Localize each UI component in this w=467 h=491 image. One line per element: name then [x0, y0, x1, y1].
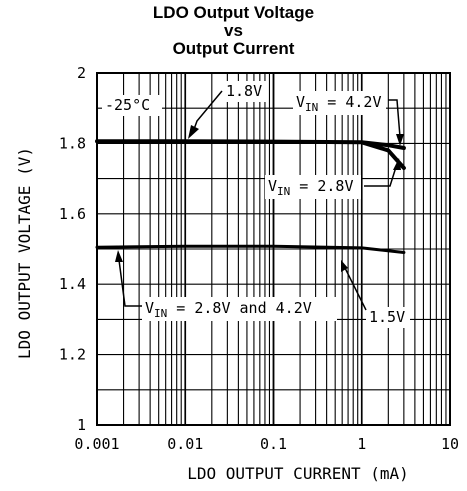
leader-line: [388, 99, 401, 138]
arrow-head: [188, 125, 199, 139]
leader-line: [192, 90, 223, 133]
voltage-1-5v-label-bg: [366, 307, 410, 328]
chart-title-line-2: vs: [224, 21, 243, 40]
arrow-head: [396, 134, 404, 146]
y-tick-label: 2: [77, 64, 86, 82]
chart-title-line-3: Output Current: [172, 39, 295, 58]
x-tick-label: 10: [441, 435, 459, 453]
vin-2-8v-label-bg: [265, 175, 361, 199]
x-axis-label: LDO OUTPUT CURRENT (mA): [187, 464, 409, 483]
y-axis-label: LDO OUTPUT VOLTAGE (V): [15, 147, 34, 359]
vin-2-8v-label: VIN = 2.8V: [268, 177, 354, 198]
series-line-1: [95, 139, 406, 150]
temperature-label-bg: [102, 95, 162, 116]
vin-4-2v-label-bg: [293, 91, 386, 115]
series-line-3: [95, 244, 406, 254]
y-tick-label: 1.2: [59, 346, 86, 364]
arrow-head: [393, 158, 401, 170]
grid-lines: [96, 72, 451, 426]
y-tick-label: 1.4: [59, 275, 86, 293]
vin-both-label: VIN = 2.8V and 4.2V: [145, 299, 312, 320]
vin-4-2v-label: VIN = 4.2V: [296, 93, 382, 114]
voltage-1-8v-label-bg: [223, 81, 267, 102]
chart-title-line-1: LDO Output Voltage: [152, 3, 315, 22]
voltage-1-8v-label: 1.8V: [226, 82, 262, 100]
vin-both-label-bg: [142, 297, 337, 321]
temperature-label: -25°C: [105, 96, 150, 114]
arrow-head: [341, 260, 348, 272]
leader-line: [364, 166, 397, 187]
arrow-head: [115, 250, 123, 262]
y-tick-label: 1: [77, 416, 86, 434]
x-tick-label: 0.01: [167, 435, 203, 453]
y-tick-label: 1.8: [59, 134, 86, 152]
x-tick-label: 0.001: [74, 435, 119, 453]
leader-line: [344, 267, 367, 311]
leader-line: [118, 259, 142, 307]
x-tick-label: 0.1: [260, 435, 287, 453]
tick-labels: 0.001 0.01 0.1 1 10 1 1.2 1.4 1.6 1.8 2: [59, 64, 459, 453]
plot-frame: [96, 72, 451, 426]
x-tick-label: 1: [357, 435, 366, 453]
voltage-1-5v-label: 1.5V: [369, 308, 405, 326]
y-tick-label: 1.6: [59, 205, 86, 223]
annotations: -25°C 1.8V VIN = 4.2V VIN = 2.8V VIN = 2.8V …: [102, 81, 410, 328]
